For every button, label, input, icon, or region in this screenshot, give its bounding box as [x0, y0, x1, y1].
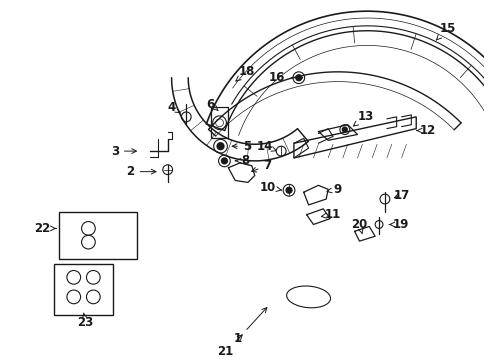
Text: 9: 9 [326, 183, 342, 196]
Circle shape [342, 127, 346, 132]
Ellipse shape [286, 286, 330, 308]
Text: 14: 14 [256, 140, 276, 153]
Text: 23: 23 [77, 313, 93, 329]
Text: 17: 17 [393, 189, 409, 202]
Text: 4: 4 [167, 100, 181, 113]
Bar [59, 212, 137, 259]
Text: 22: 22 [34, 222, 56, 235]
Text: 11: 11 [321, 208, 341, 221]
Text: 2: 2 [126, 165, 156, 178]
Polygon shape [293, 117, 415, 158]
Text: 19: 19 [388, 218, 408, 231]
Bar [54, 264, 113, 315]
Text: 12: 12 [416, 124, 435, 137]
Circle shape [217, 143, 224, 150]
Text: 10: 10 [259, 181, 281, 194]
Circle shape [295, 75, 301, 81]
Circle shape [285, 187, 291, 193]
Text: 7: 7 [251, 159, 271, 172]
Text: 20: 20 [351, 218, 367, 234]
Text: 1: 1 [234, 307, 266, 346]
Text: 5: 5 [232, 140, 250, 153]
Text: 6: 6 [206, 98, 218, 111]
Text: 13: 13 [353, 111, 373, 126]
Text: 16: 16 [268, 71, 302, 84]
Text: 15: 15 [435, 22, 455, 40]
Text: 8: 8 [235, 154, 248, 167]
Text: 21: 21 [217, 335, 242, 358]
Text: 3: 3 [111, 145, 136, 158]
Text: 18: 18 [235, 66, 255, 81]
Circle shape [221, 158, 227, 164]
